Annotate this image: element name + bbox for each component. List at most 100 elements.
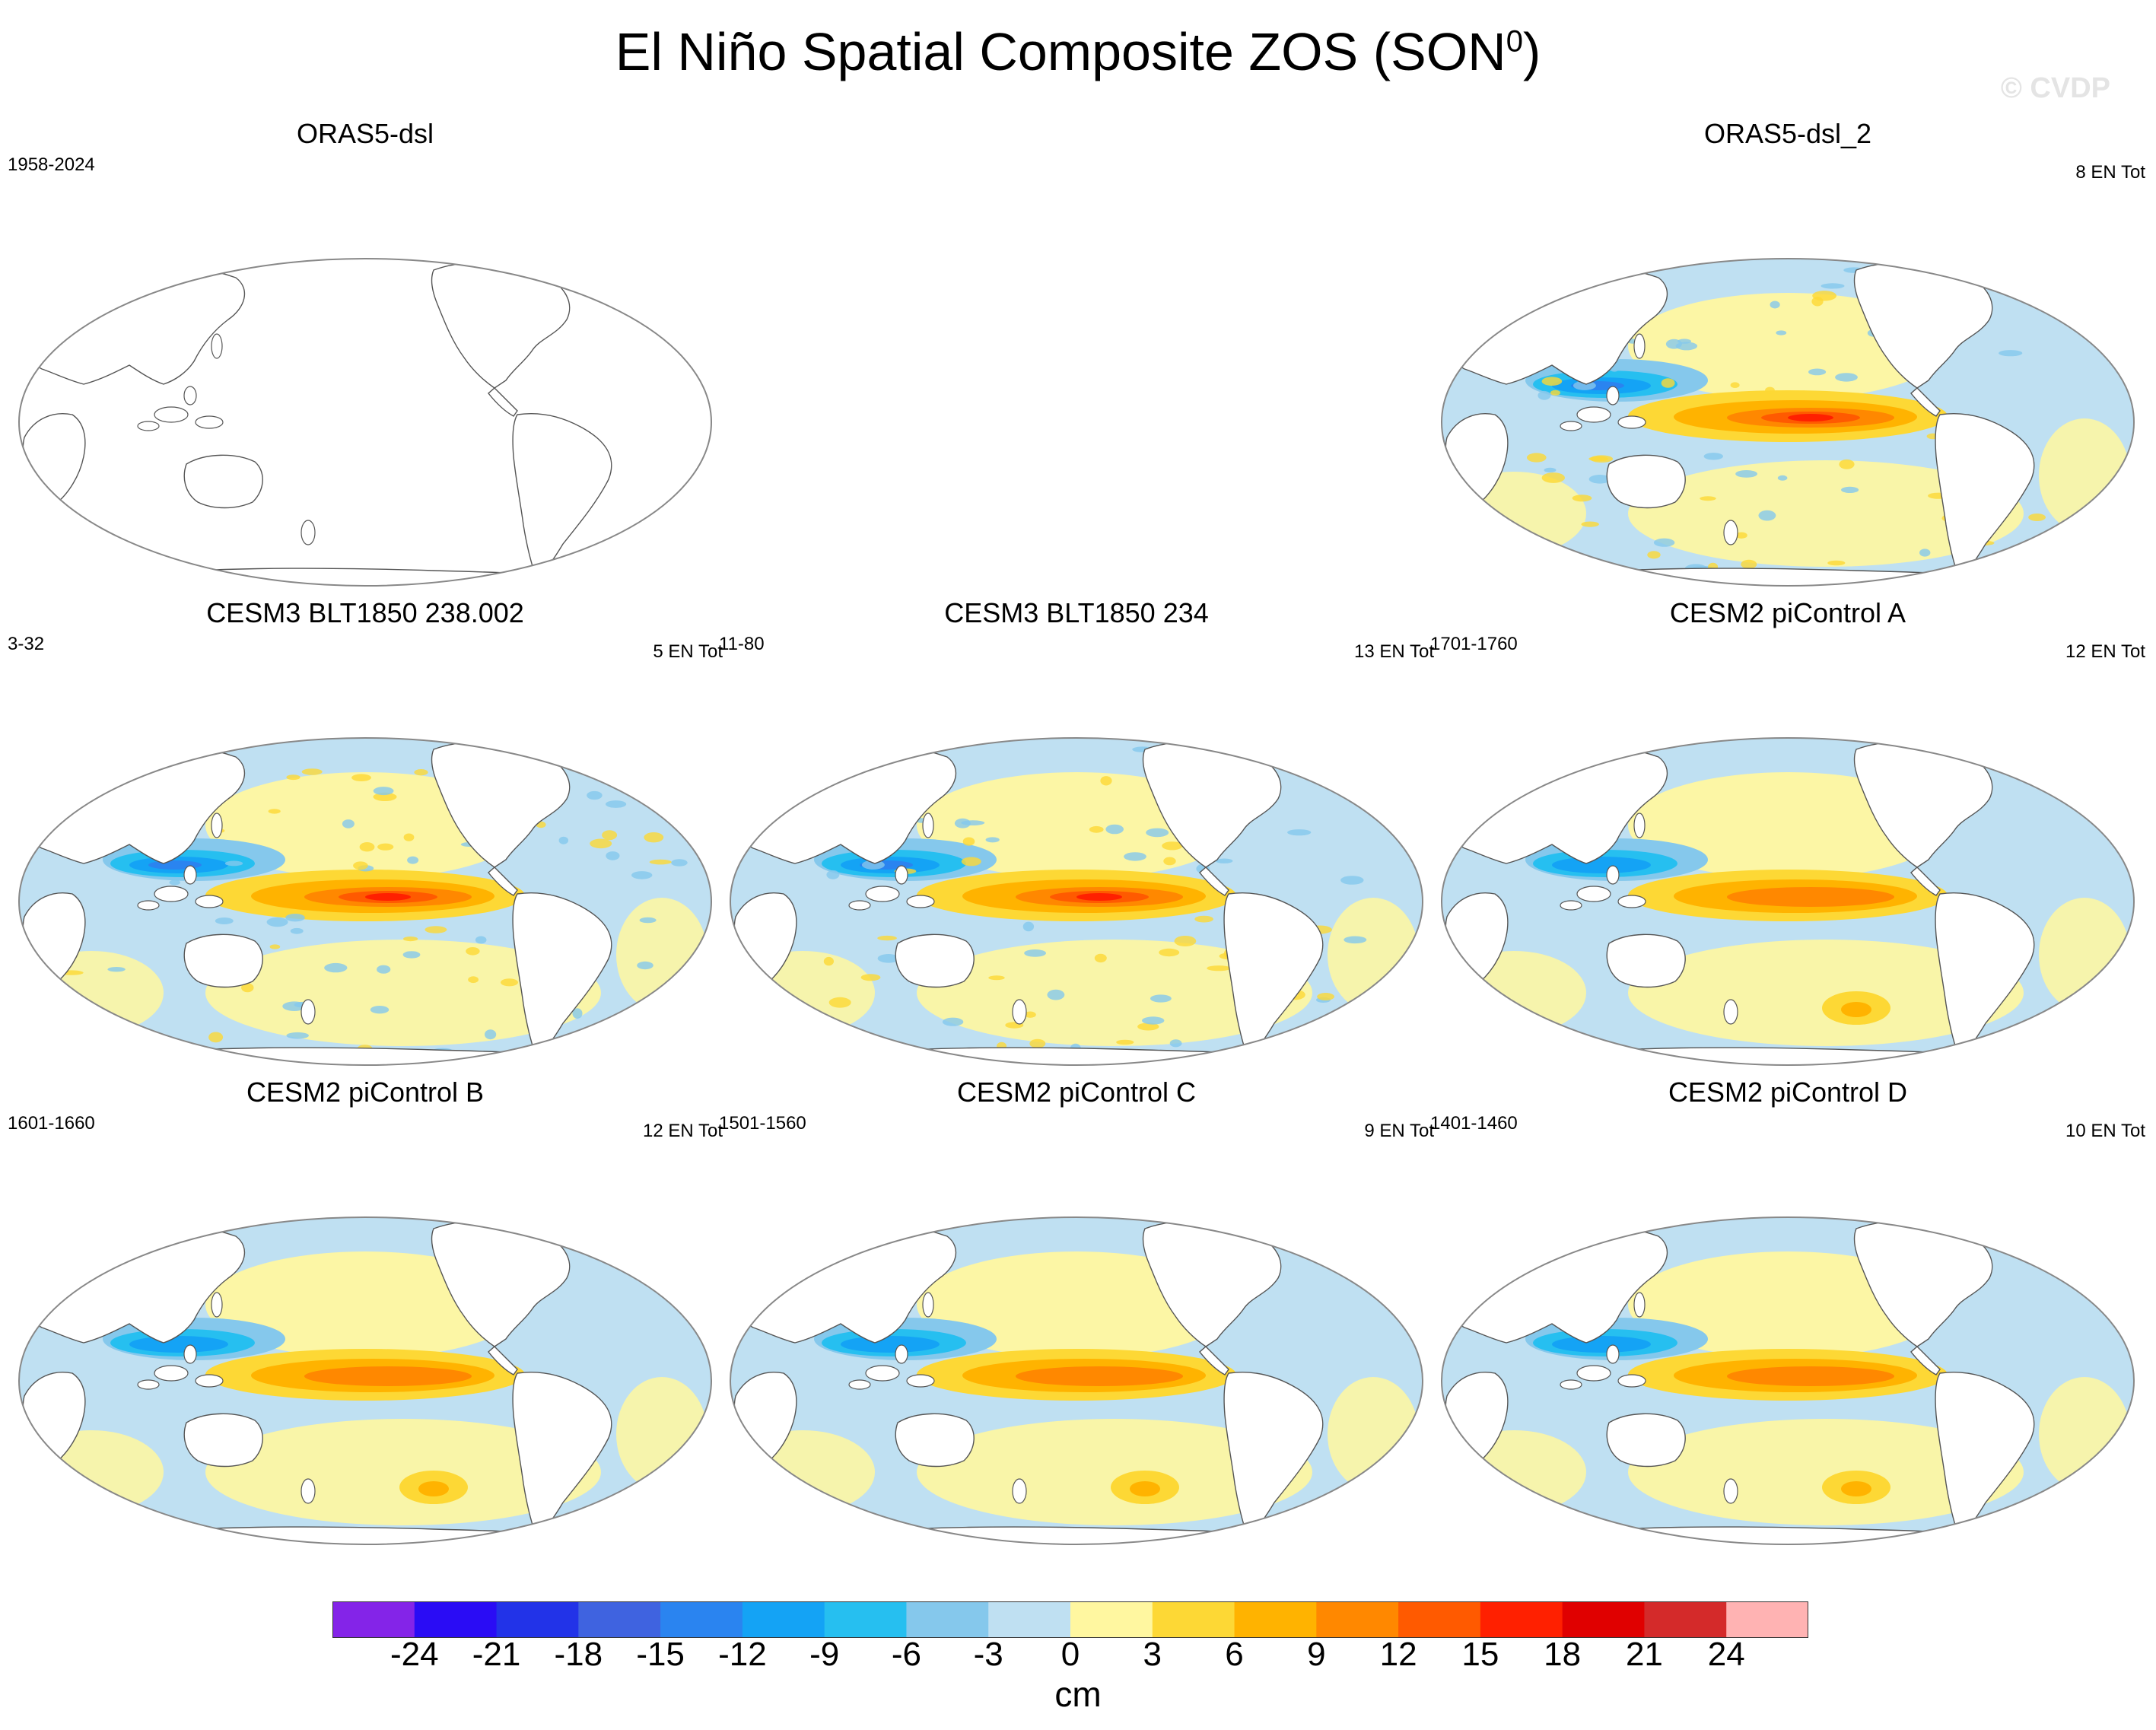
antarctica	[1521, 568, 2055, 586]
antarctica	[98, 1526, 632, 1544]
australia	[183, 933, 263, 988]
colorbar-swatch	[414, 1601, 498, 1638]
colorbar-tick-label: 21	[1625, 1636, 1663, 1673]
island-philippines	[1606, 865, 1620, 885]
anom-speckle	[403, 833, 415, 841]
colorbar-tick-label: -6	[891, 1636, 921, 1673]
anom-so-core	[1130, 1481, 1160, 1496]
anom-speckle	[1700, 496, 1716, 501]
colorbar-tick-label: 3	[1143, 1636, 1162, 1673]
anom-speckle	[353, 861, 368, 870]
anom-wp-3	[1552, 1336, 1651, 1353]
panel-count: 12 EN Tot	[643, 1121, 723, 1141]
anom-speckle	[1541, 472, 1565, 483]
anom-indian	[19, 1430, 164, 1514]
map-layer	[1442, 1217, 2134, 1544]
anom-speckle	[269, 944, 281, 949]
anom-speckle	[1340, 876, 1364, 885]
anom-speckle	[468, 976, 479, 984]
island-philippines	[183, 386, 197, 405]
anom-speckle	[373, 792, 397, 801]
panel-period: 1501-1560	[719, 1113, 806, 1134]
map-panel: CESM2 piControl C 1501-1560 9 EN Tot	[719, 1076, 1434, 1556]
anom-atlantic	[616, 898, 708, 1012]
australia	[895, 1413, 975, 1468]
colorbar-swatch	[660, 1601, 743, 1638]
anom-speckle	[1541, 377, 1563, 386]
map-outline	[18, 258, 712, 587]
anom-speckle	[590, 838, 612, 849]
central-america	[1199, 1346, 1229, 1375]
antarctica	[809, 1047, 1344, 1065]
colorbar	[332, 1601, 1808, 1638]
anom-speckle	[962, 837, 975, 846]
anom-speckle	[373, 787, 394, 796]
anom-speckle	[877, 954, 900, 963]
map-panel: CESM3 BLT1850 234 11-80 13 EN Tot	[719, 597, 1434, 1076]
antarctica	[1521, 1047, 2055, 1065]
colorbar-swatch	[1480, 1601, 1563, 1638]
colorbar-swatch	[1316, 1601, 1399, 1638]
anom-speckle	[266, 917, 288, 927]
anom-speckle	[942, 1017, 964, 1026]
anom-speckle	[1588, 475, 1611, 484]
anom-atlantic	[616, 1377, 708, 1491]
colorbar-swatch	[742, 1601, 825, 1638]
anom-speckle	[1527, 453, 1547, 463]
island-philippines	[1606, 1344, 1620, 1364]
anom-speckle	[1538, 390, 1551, 400]
island-sumatra	[1560, 421, 1582, 431]
island-new-zealand	[301, 1478, 316, 1504]
map-layer	[1442, 259, 2134, 586]
anom-indian	[1442, 472, 1586, 555]
colorbar-tick-label: 6	[1225, 1636, 1244, 1673]
south-america	[512, 892, 612, 1059]
anom-speckle	[606, 800, 627, 808]
anom-speckle	[1550, 390, 1560, 396]
colorbar-swatch	[1234, 1601, 1317, 1638]
anom-speckle	[1194, 915, 1213, 923]
panel-count: 12 EN Tot	[2065, 641, 2145, 662]
greenland	[568, 743, 613, 774]
anom-indian	[1442, 951, 1586, 1035]
island-borneo	[865, 886, 900, 902]
anom-speckle	[1811, 297, 1824, 307]
anom-wp-3	[1552, 857, 1651, 873]
anom-speckle	[1089, 825, 1104, 833]
anom-speckle	[1647, 551, 1661, 559]
map-layer	[1442, 738, 2134, 1065]
anom-so-core	[1841, 1002, 1871, 1017]
island-new-zealand	[1723, 999, 1738, 1025]
anom-speckle	[1758, 510, 1776, 521]
island-new-guinea	[195, 895, 224, 908]
anom-speckle	[1544, 467, 1557, 472]
anom-speckle	[1653, 538, 1675, 547]
island-japan	[1633, 1292, 1646, 1318]
island-sumatra	[1560, 1379, 1582, 1390]
anom-speckle	[877, 935, 897, 941]
colorbar-swatch	[1562, 1601, 1645, 1638]
map-outline	[730, 1216, 1423, 1545]
island-japan	[211, 333, 223, 359]
map-outline	[1441, 258, 2135, 587]
anom-indian	[730, 951, 875, 1035]
colorbar-swatch	[1726, 1601, 1808, 1638]
map	[730, 1216, 1423, 1545]
anom-speckle	[985, 837, 1000, 843]
south-america	[1935, 892, 2035, 1059]
panel-period: 1401-1460	[1430, 1113, 1518, 1134]
figure-title: El Niño Spatial Composite ZOS (SON0)	[615, 22, 1541, 81]
anom-speckle	[860, 974, 881, 981]
anom-speckle	[1024, 1011, 1036, 1018]
colorbar-swatch	[332, 1601, 415, 1638]
anom-speckle	[826, 870, 840, 879]
anom-speckle	[1572, 495, 1592, 502]
anom-speckle	[1142, 1016, 1165, 1025]
anom-speckle	[208, 1032, 224, 1043]
colorbar-swatch	[1152, 1601, 1235, 1638]
anom-speckle	[1777, 475, 1788, 481]
panel-title: CESM3 BLT1850 238.002	[206, 597, 524, 628]
central-america	[488, 1346, 518, 1375]
colorbar-swatch	[578, 1601, 661, 1638]
anom-speckle	[961, 820, 985, 825]
